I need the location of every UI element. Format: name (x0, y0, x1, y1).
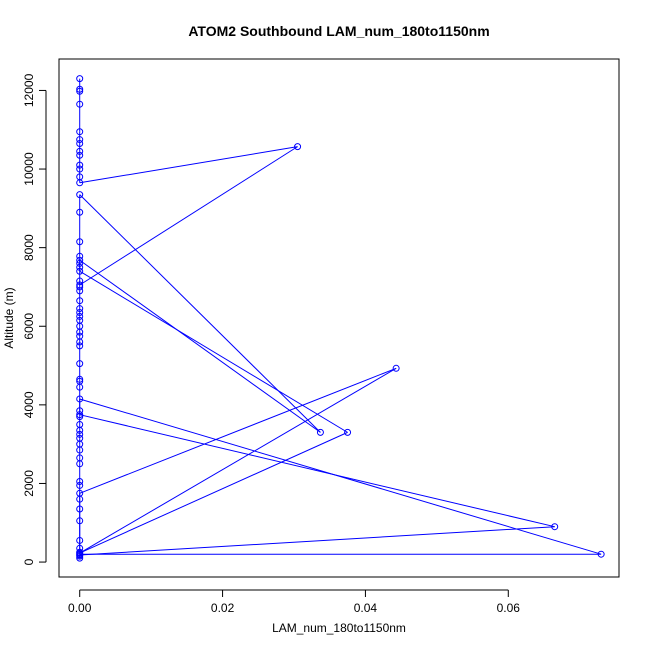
data-point (76, 87, 84, 95)
y-tick-label: 8000 (22, 234, 36, 261)
data-point (76, 151, 84, 159)
data-point (76, 536, 84, 544)
data-point (76, 191, 84, 199)
data-point (76, 287, 84, 295)
data-point (76, 136, 84, 144)
data-point (76, 263, 84, 271)
data-point (76, 267, 84, 275)
data-point (76, 316, 84, 324)
x-tick-label: 0.04 (354, 601, 378, 615)
plot-layer (76, 75, 605, 562)
data-point (76, 305, 84, 313)
data-point (76, 147, 84, 155)
y-tick-label: 4000 (22, 391, 36, 418)
series-line-segment (79, 146, 298, 184)
data-point (76, 342, 84, 350)
series-line-segment (79, 431, 348, 554)
series-line-segment (79, 259, 321, 433)
data-point (76, 309, 84, 316)
data-point (76, 495, 84, 503)
data-point (76, 554, 84, 562)
data-point (76, 128, 84, 136)
data-point (316, 428, 324, 436)
data-point (76, 208, 84, 216)
data-point (392, 364, 400, 372)
data-point (76, 434, 84, 442)
data-point (76, 297, 84, 305)
y-tick-label: 0 (22, 558, 36, 565)
data-point (344, 428, 352, 436)
data-point (76, 395, 84, 403)
chart-title: ATOM2 Southbound LAM_num_180to1150nm (188, 23, 489, 39)
data-point (76, 256, 84, 264)
data-point (76, 375, 84, 383)
series-line-segment (79, 194, 321, 433)
data-point (76, 165, 84, 173)
data-point (76, 360, 84, 368)
y-axis: 0 2000 4000 6000 8000 10000 12000 (22, 73, 47, 565)
data-point (76, 454, 84, 462)
data-point (76, 161, 84, 169)
data-point (76, 421, 84, 429)
data-point (76, 481, 84, 489)
data-point (76, 312, 84, 320)
x-axis-label: LAM_num_180to1150nm (272, 621, 406, 635)
data-point (76, 377, 84, 385)
y-tick-label: 10000 (22, 152, 36, 186)
data-point (76, 478, 84, 485)
data-point (76, 85, 84, 93)
series-line-segment (79, 526, 555, 556)
data-point (294, 143, 302, 151)
series-line-segment (79, 367, 397, 494)
data-point (76, 179, 84, 187)
data-point (76, 430, 84, 438)
series-line-segment (79, 146, 298, 286)
data-point (76, 140, 84, 147)
x-tick-label: 0.02 (211, 601, 235, 615)
data-point (597, 550, 605, 558)
data-point (76, 332, 84, 340)
y-tick-label: 6000 (22, 313, 36, 340)
data-point (76, 238, 84, 246)
data-point (76, 411, 84, 419)
plot-frame (58, 58, 620, 578)
data-point (76, 75, 84, 83)
x-tick-label: 0.00 (68, 601, 92, 615)
x-tick-label: 0.06 (497, 601, 521, 615)
data-point (551, 523, 559, 531)
data-point (76, 517, 84, 525)
y-tick-label: 2000 (22, 470, 36, 497)
series-line-segment (79, 414, 555, 528)
data-point (76, 407, 84, 415)
x-axis: 0.00 0.02 0.04 0.06 (68, 589, 521, 615)
y-tick-label: 12000 (22, 73, 36, 107)
data-point (76, 259, 84, 267)
data-point (76, 505, 84, 513)
series-line-segment (79, 367, 397, 554)
data-point (76, 277, 84, 285)
data-point (76, 100, 84, 108)
data-point (76, 552, 84, 560)
data-point (76, 252, 84, 260)
y-axis-label: Altitude (m) (2, 287, 16, 348)
